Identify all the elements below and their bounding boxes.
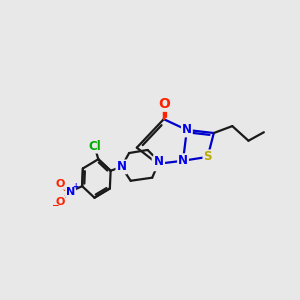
Text: S: S (203, 150, 212, 164)
Text: O: O (158, 97, 170, 111)
Text: N: N (66, 187, 75, 196)
Text: O: O (55, 179, 64, 189)
Text: N: N (153, 157, 163, 170)
Text: N: N (154, 155, 164, 168)
Text: N: N (182, 123, 192, 136)
Text: Cl: Cl (88, 140, 101, 153)
Text: +: + (73, 182, 79, 191)
Text: −: − (51, 201, 59, 210)
Text: N: N (178, 154, 188, 167)
Text: N: N (116, 160, 126, 173)
Text: O: O (55, 196, 64, 206)
